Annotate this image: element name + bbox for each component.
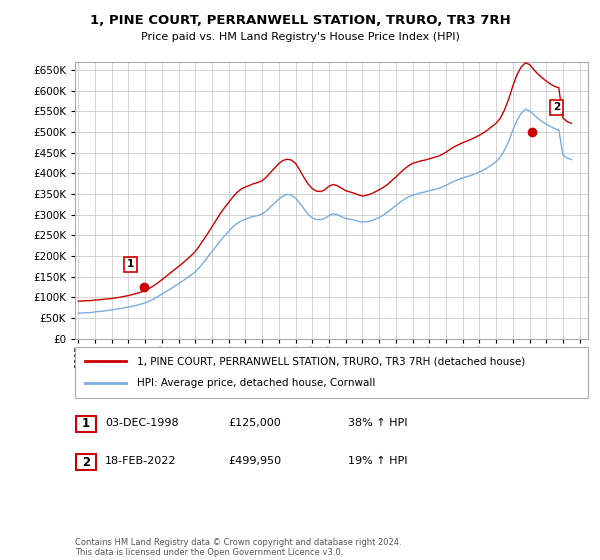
FancyBboxPatch shape	[75, 347, 588, 398]
Text: Contains HM Land Registry data © Crown copyright and database right 2024.
This d: Contains HM Land Registry data © Crown c…	[75, 538, 401, 557]
Text: 2: 2	[553, 102, 560, 112]
Text: 18-FEB-2022: 18-FEB-2022	[105, 456, 176, 466]
Text: £499,950: £499,950	[228, 456, 281, 466]
Text: 1, PINE COURT, PERRANWELL STATION, TRURO, TR3 7RH: 1, PINE COURT, PERRANWELL STATION, TRURO…	[89, 14, 511, 27]
Text: 1: 1	[82, 417, 90, 431]
Text: HPI: Average price, detached house, Cornwall: HPI: Average price, detached house, Corn…	[137, 379, 375, 389]
Text: £125,000: £125,000	[228, 418, 281, 428]
Text: 19% ↑ HPI: 19% ↑ HPI	[348, 456, 407, 466]
Text: Price paid vs. HM Land Registry's House Price Index (HPI): Price paid vs. HM Land Registry's House …	[140, 32, 460, 43]
Text: 1, PINE COURT, PERRANWELL STATION, TRURO, TR3 7RH (detached house): 1, PINE COURT, PERRANWELL STATION, TRURO…	[137, 356, 525, 366]
Text: 2: 2	[82, 455, 90, 469]
Text: 1: 1	[127, 259, 134, 269]
Text: 03-DEC-1998: 03-DEC-1998	[105, 418, 179, 428]
Text: 38% ↑ HPI: 38% ↑ HPI	[348, 418, 407, 428]
